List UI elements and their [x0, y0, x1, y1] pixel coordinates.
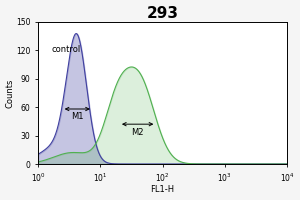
- Text: M1: M1: [71, 112, 83, 121]
- Text: M2: M2: [131, 128, 144, 137]
- Text: control: control: [52, 45, 81, 54]
- Title: 293: 293: [147, 6, 178, 21]
- X-axis label: FL1-H: FL1-H: [151, 185, 175, 194]
- Y-axis label: Counts: Counts: [6, 78, 15, 108]
